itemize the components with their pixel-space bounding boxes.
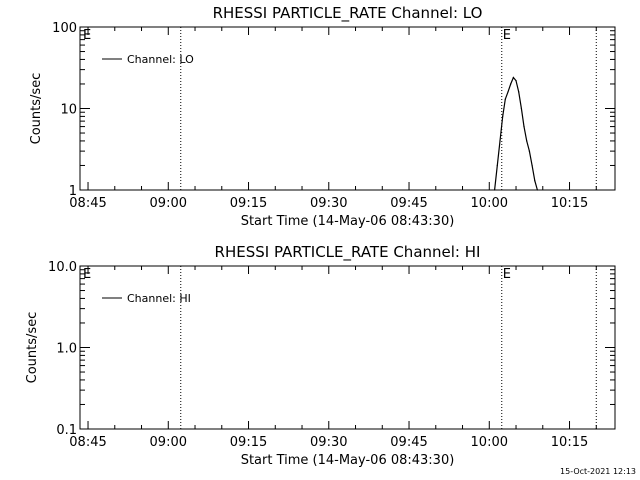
data-point xyxy=(502,115,504,117)
marker-label: E xyxy=(503,28,511,43)
corner-label: E xyxy=(83,267,91,282)
data-point xyxy=(507,91,509,93)
x-tick-label: 09:45 xyxy=(390,196,427,211)
data-point xyxy=(536,189,539,191)
y-tick-label: 0.1 xyxy=(56,423,77,438)
legend-label: Channel: HI xyxy=(127,292,191,305)
data-point xyxy=(534,180,536,182)
data-point xyxy=(523,125,525,128)
plot-frame xyxy=(79,265,616,430)
data-point xyxy=(526,140,528,142)
data-point xyxy=(499,140,501,142)
x-tick-label: 10:15 xyxy=(551,196,588,211)
data-point xyxy=(531,164,533,167)
x-tick-label: 08:45 xyxy=(69,196,106,211)
x-tick-label: 08:45 xyxy=(69,435,106,450)
chart-title: RHESSI PARTICLE_RATE Channel: HI xyxy=(215,243,481,262)
y-tick-label: 10.0 xyxy=(48,260,77,275)
chart-panel-2: RHESSI PARTICLE_RATE Channel: HI 08:45 09:… xyxy=(25,243,616,468)
x-axis-label: Start Time (14-May-06 08:43:30) xyxy=(241,214,455,229)
legend-label: Channel: LO xyxy=(127,53,194,66)
data-point xyxy=(504,98,506,100)
data-point xyxy=(518,91,520,93)
x-tick-label: 09:15 xyxy=(230,435,267,450)
plot-frame xyxy=(79,26,616,191)
x-axis-label: Start Time (14-May-06 08:43:30) xyxy=(241,453,455,468)
x-tick-label: 09:30 xyxy=(310,435,347,450)
series-line xyxy=(494,76,538,191)
x-tick-label: 10:15 xyxy=(551,435,588,450)
data-point xyxy=(512,76,514,79)
y-tick-label: 1.0 xyxy=(56,342,77,357)
y-tick-label: 1 xyxy=(69,184,77,199)
x-tick-label: 09:15 xyxy=(230,196,267,211)
y-tick-label: 100 xyxy=(52,21,77,36)
x-tick-label: 09:30 xyxy=(310,196,347,211)
marker-label: E xyxy=(503,267,511,282)
data-point xyxy=(494,189,496,191)
chart-panel-1: RHESSI PARTICLE_RATE Channel: LO 08:45 09:… xyxy=(29,4,616,229)
y-axis-label: Counts/sec xyxy=(25,312,40,384)
x-tick-label: 10:00 xyxy=(471,435,508,450)
data-point xyxy=(515,79,517,82)
corner-label: E xyxy=(83,28,91,43)
x-tick-label: 09:00 xyxy=(150,196,187,211)
x-tick-label: 09:00 xyxy=(150,435,187,450)
chart-title: RHESSI PARTICLE_RATE Channel: LO xyxy=(213,4,483,23)
x-tick-label: 10:00 xyxy=(471,196,508,211)
data-point xyxy=(520,107,522,110)
timestamp: 15-Oct-2021 12:13 xyxy=(560,467,636,476)
x-tick-label: 09:45 xyxy=(390,435,427,450)
y-axis-label: Counts/sec xyxy=(29,73,44,145)
y-tick-label: 10 xyxy=(60,103,77,118)
data-point xyxy=(510,83,512,85)
data-point xyxy=(496,164,498,167)
data-point xyxy=(528,150,531,152)
